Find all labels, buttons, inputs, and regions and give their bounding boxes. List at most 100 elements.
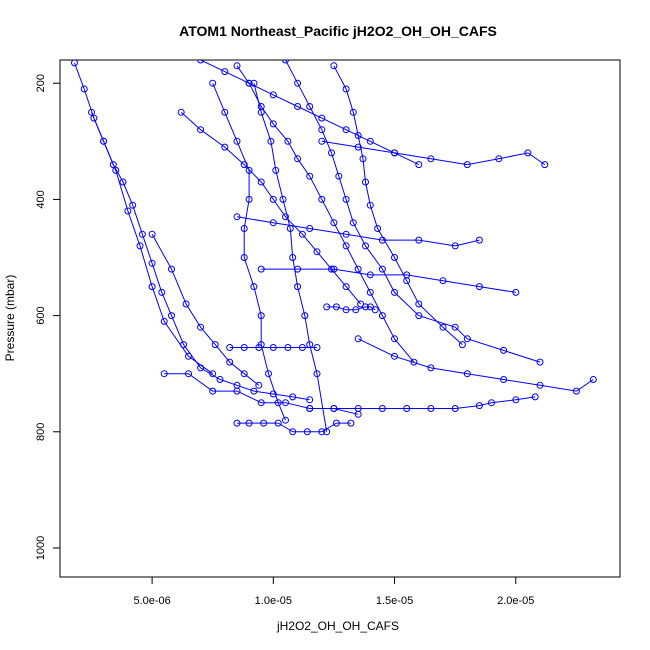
data-point [463,161,471,169]
data-point [109,161,117,169]
data-point [572,387,580,395]
data-point [257,312,265,320]
data-point [354,132,362,139]
data-point [233,62,241,70]
data-point [371,306,379,314]
data-point [282,399,289,407]
data-point [415,161,423,169]
data-point [415,300,423,308]
data-point [160,370,168,378]
data-point [354,143,362,151]
data-point [269,344,277,351]
series-line [357,338,594,392]
data-point [427,405,435,412]
data-point [148,230,156,238]
data-point [475,236,483,244]
data-point [366,271,374,279]
data-point [328,149,335,157]
data-point [354,265,362,273]
series-line [236,216,480,247]
data-point [330,62,338,70]
data-point [313,370,321,378]
series-line [164,373,359,415]
data-point [541,161,549,169]
data-point [524,149,532,157]
data-point [306,405,314,412]
data-point [342,306,350,314]
data-point [226,358,234,366]
data-point [318,428,326,436]
data-series [233,62,418,366]
data-series [233,419,355,436]
data-point [306,172,314,180]
data-point [269,120,277,128]
data-point [257,265,265,273]
data-series [88,108,217,378]
data-point [240,254,248,261]
data-point [362,303,369,311]
series-line [285,60,541,363]
series-line [333,65,463,345]
data-point [221,108,229,116]
data-point [391,288,398,296]
data-point [374,225,382,232]
data-series [323,303,379,314]
data-point [330,265,338,273]
data-point [332,303,340,311]
data-point [427,155,435,163]
data-point [80,85,88,93]
data-series [282,60,544,366]
data-point [342,126,350,134]
data-point [391,335,398,343]
data-point [342,242,350,250]
data-point [185,370,192,378]
data-point [289,428,297,436]
data-point [124,207,132,215]
data-point [488,399,495,407]
data-series [209,79,289,424]
data-point [306,103,314,110]
data-point [233,387,241,395]
data-point [245,79,253,87]
x-tick-label: 1.0e-05 [255,595,292,607]
series-line [200,60,420,166]
data-point [318,195,326,203]
data-point [531,393,539,401]
x-tick-label: 1.5e-05 [376,595,413,607]
data-point [362,178,369,186]
data-point [427,364,435,372]
data-point [313,344,321,351]
data-point [272,166,280,174]
data-point [458,341,466,349]
data-point [342,195,350,203]
chart-title: ATOM1 Northeast_Pacific jH2O2_OH_OH_CAFS [179,23,497,39]
data-point [475,283,483,291]
data-point [342,283,350,291]
series-line [91,112,213,375]
data-point [298,230,306,238]
data-point [284,344,292,351]
data-series [318,137,549,169]
data-point [391,352,398,360]
data-point [323,303,331,311]
x-tick-label: 2.0e-05 [497,595,534,607]
data-point [158,288,166,296]
series-line [151,234,260,386]
plot-frame [59,59,621,578]
plot-area [71,60,597,436]
data-point [589,376,597,383]
data-point [439,323,447,331]
data-point [342,230,350,238]
data-point [294,79,302,87]
data-point [500,346,508,354]
data-point [378,236,386,244]
x-axis-label: jH2O2_OH_OH_CAFS [276,619,399,633]
data-point [233,137,241,145]
series-line [253,83,328,432]
data-point [294,265,302,273]
data-point [391,254,398,261]
data-point [226,344,234,351]
data-point [451,242,459,250]
data-point [349,108,357,116]
data-point [138,230,146,238]
